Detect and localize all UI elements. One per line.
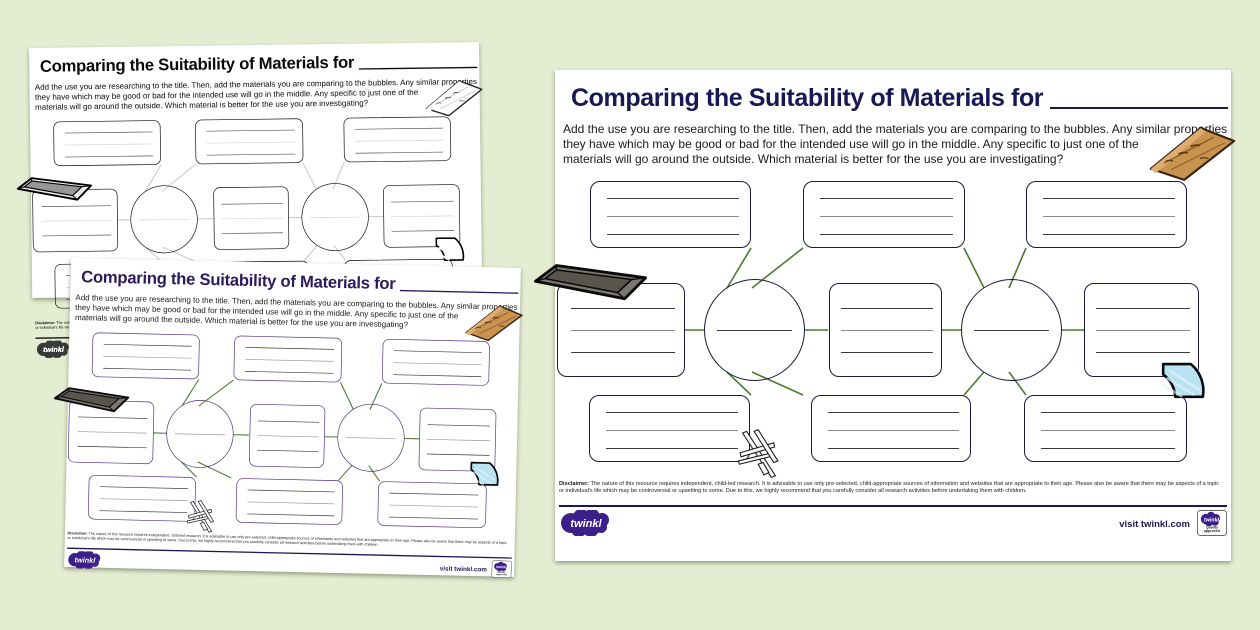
svg-text:approved: approved xyxy=(496,573,507,576)
svg-text:twinkl: twinkl xyxy=(496,565,507,569)
svg-text:twinkl: twinkl xyxy=(1204,518,1220,524)
svg-text:twinkl: twinkl xyxy=(74,555,96,564)
svg-text:twinkl: twinkl xyxy=(570,518,602,530)
svg-text:approved: approved xyxy=(1204,529,1220,533)
svg-text:twinkl: twinkl xyxy=(43,345,65,354)
